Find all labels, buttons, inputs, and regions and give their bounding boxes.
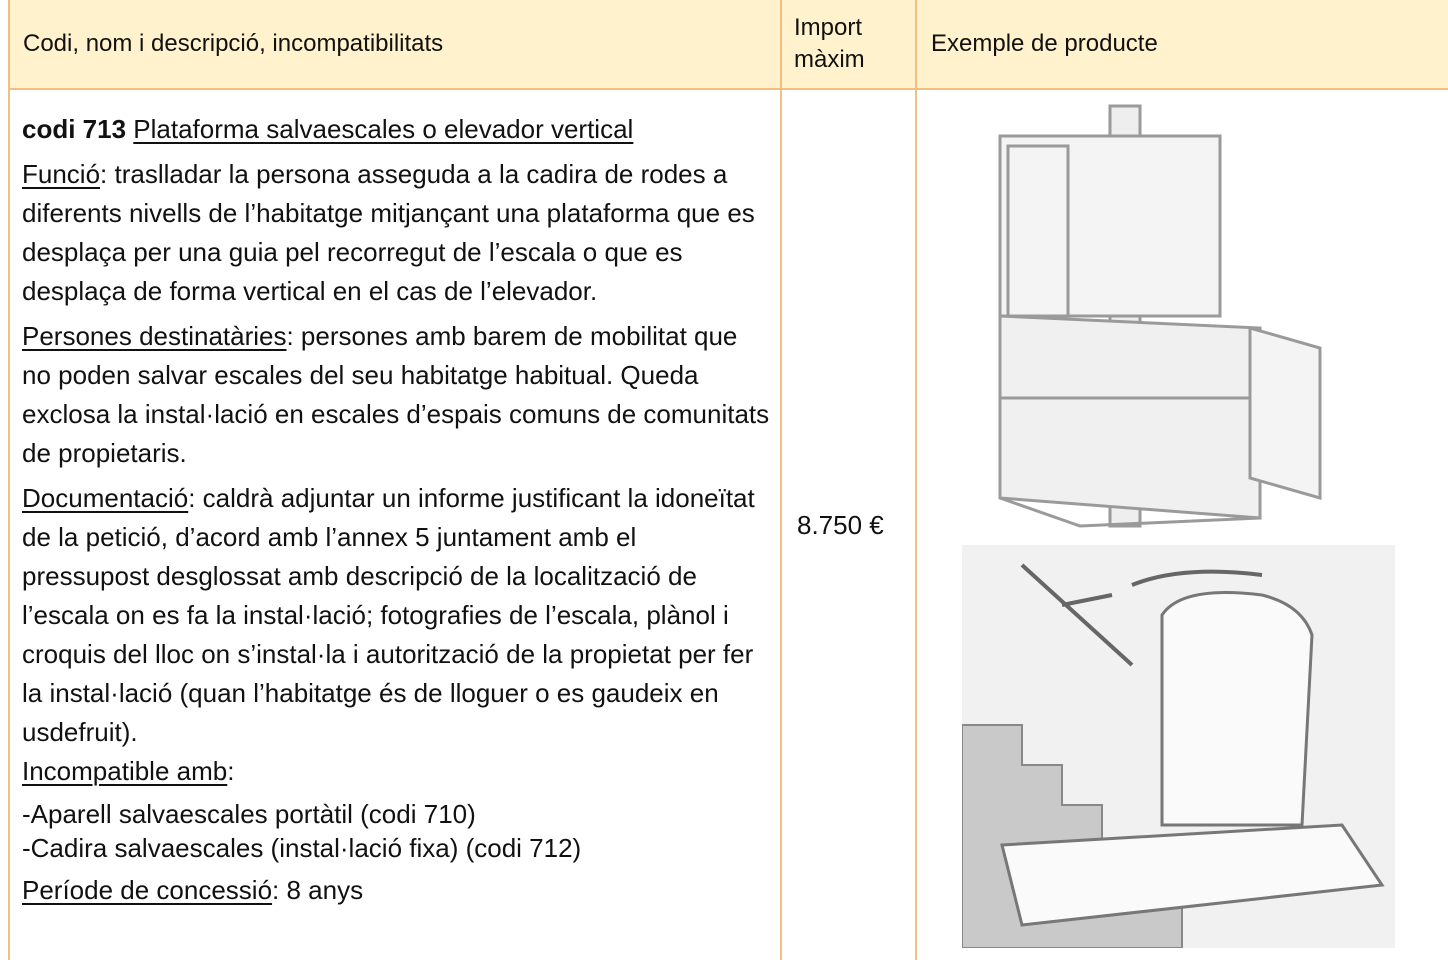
lift-image [998, 104, 1322, 528]
border [915, 0, 917, 960]
incompatible: Incompatible amb: [22, 752, 770, 791]
description: codi 713 Plataforma salvaescales o eleva… [22, 110, 770, 916]
section-label: Funció [22, 159, 101, 189]
title: codi 713 Plataforma salvaescales o eleva… [22, 110, 770, 149]
header-cell: Import màxim [782, 0, 915, 88]
header-cell: Codi, nom i descripció, incompatibilitat… [10, 0, 780, 88]
section-text: : 8 anys [272, 875, 364, 905]
section-text: : persones amb barem de mobilitat que no… [22, 321, 770, 468]
section-text: : traslladar la persona asseguda a la ca… [22, 159, 755, 306]
border [8, 0, 10, 960]
incompatibility: -Aparell salvaescales portàtil (codi 710… [22, 799, 476, 829]
section-label: Documentació [22, 483, 189, 513]
product-name: Plataforma salvaescales o elevador verti… [133, 114, 634, 144]
period: Període de concessió: 8 anys [22, 871, 770, 910]
section: Funció: traslladar la persona asseguda a… [22, 155, 770, 311]
section-text: : [227, 756, 235, 786]
amount: 8.750 € [797, 510, 884, 540]
header-text: Codi, nom i descripció, incompatibilitat… [23, 30, 444, 57]
section-text: : caldrà adjuntar un informe justificant… [22, 483, 755, 747]
section-label: Període de concessió [22, 875, 273, 905]
section-label: Persones destinatàries [22, 321, 287, 351]
header-cell: Exemple de producte [917, 0, 1448, 88]
section-label: Incompatible amb [22, 756, 228, 786]
border [8, 88, 1448, 90]
header-text: Import màxim [794, 14, 865, 73]
incompatibility: -Cadira salvaescales (instal·lació fixa)… [22, 833, 582, 863]
incompatibility-list: -Aparell salvaescales portàtil (codi 710… [22, 797, 770, 865]
header-text: Exemple de producte [931, 30, 1158, 57]
border [780, 0, 782, 960]
section: Documentació: caldrà adjuntar un informe… [22, 479, 770, 752]
code: codi 713 [22, 114, 127, 144]
stairlift-image [962, 545, 1395, 948]
section: Persones destinatàries: persones amb bar… [22, 317, 770, 473]
